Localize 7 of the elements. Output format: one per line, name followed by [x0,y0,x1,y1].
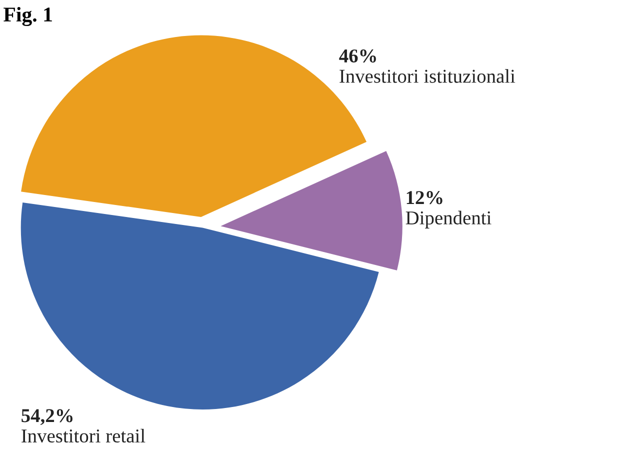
chart-title: Fig. 1 [4,6,52,26]
slice-label: Investitori istituzionali [340,69,516,83]
data-label: 46% [339,49,376,63]
data-label: 54,2% [22,409,72,426]
data-label: 12% [406,191,442,204]
slice-label: Dipendenti [406,210,492,228]
slice-label: Investitori retail [22,428,146,443]
